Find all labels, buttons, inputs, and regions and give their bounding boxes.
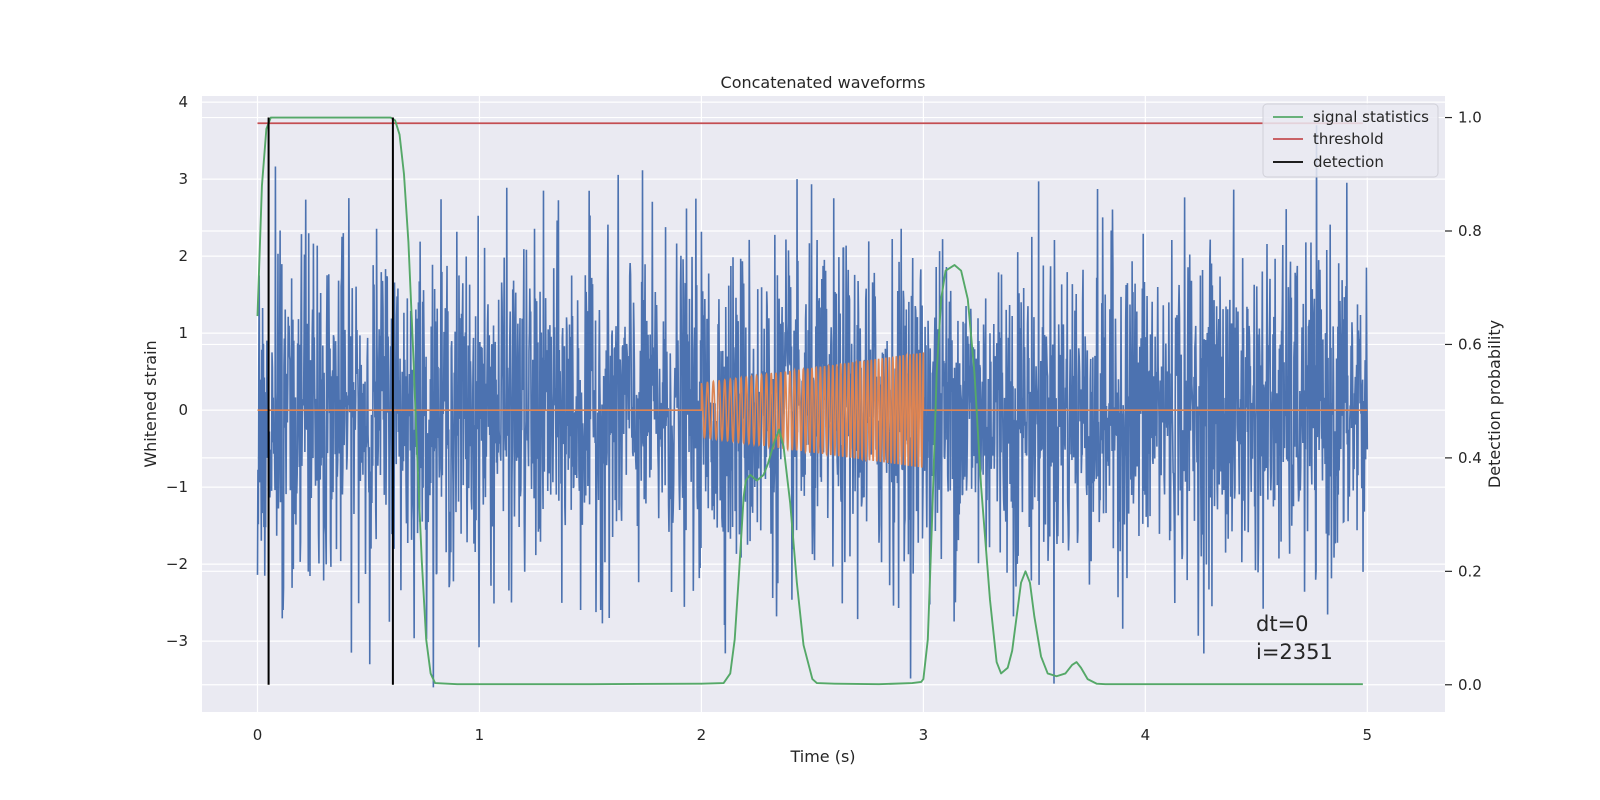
legend: signal statistics threshold detection — [1262, 103, 1439, 178]
y-right-tick-label: 0.4 — [1458, 449, 1482, 467]
series-strain — [256, 125, 1369, 688]
legend-label-threshold: threshold — [1313, 130, 1384, 148]
x-tick-label: 3 — [919, 726, 929, 744]
y-right-tick-label: 0.0 — [1458, 676, 1482, 694]
y-left-tick-label: −2 — [166, 555, 188, 573]
y-left-tick-label: −3 — [166, 632, 188, 650]
y-axis-right: 1.0 0.8 0.6 0.4 0.2 0.0 — [1445, 109, 1482, 694]
chart-title: Concatenated waveforms — [721, 73, 926, 92]
y-left-tick-label: −1 — [166, 478, 188, 496]
y-right-tick-label: 1.0 — [1458, 109, 1482, 127]
y-left-tick-label: 4 — [178, 93, 188, 111]
series-signal-statistics — [256, 116, 1363, 686]
y-left-tick-label: 1 — [178, 324, 188, 342]
series-injection — [257, 352, 1368, 468]
x-tick-label: 4 — [1141, 726, 1151, 744]
y-right-tick-label: 0.2 — [1458, 562, 1482, 580]
plot-layer — [256, 116, 1369, 688]
legend-box — [1262, 103, 1439, 178]
legend-label-signal-statistics: signal statistics — [1313, 108, 1429, 126]
y-left-tick-label: 2 — [178, 247, 188, 265]
y-right-tick-label: 0.6 — [1458, 335, 1482, 353]
x-axis: 0 1 2 3 4 5 — [253, 726, 1372, 744]
x-tick-label: 1 — [475, 726, 485, 744]
x-tick-label: 2 — [697, 726, 707, 744]
legend-label-detection: detection — [1313, 153, 1384, 171]
y-right-tick-label: 0.8 — [1458, 222, 1482, 240]
y-axis-left: 4 3 2 1 0 −1 −2 −3 — [166, 93, 188, 650]
y-left-tick-label: 3 — [178, 170, 188, 188]
annotation-i: i=2351 — [1256, 640, 1333, 664]
x-tick-label: 5 — [1363, 726, 1373, 744]
annotation-dt: dt=0 — [1256, 612, 1309, 636]
y-axis-right-label: Detection probability — [1485, 320, 1504, 488]
y-axis-left-label: Whitened strain — [141, 340, 160, 467]
x-tick-label: 0 — [253, 726, 263, 744]
x-axis-label: Time (s) — [789, 747, 855, 766]
y-left-tick-label: 0 — [178, 401, 188, 419]
